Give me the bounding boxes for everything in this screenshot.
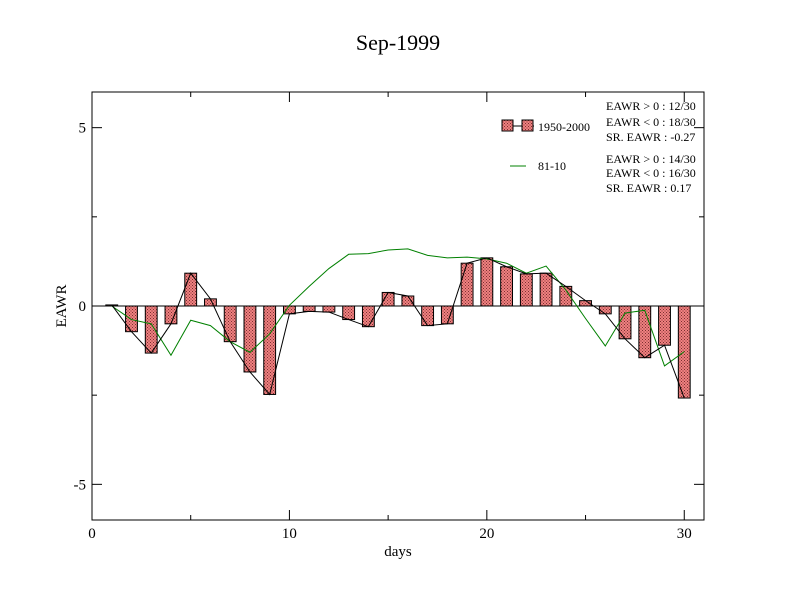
legend-label-1950-2000: 1950-2000 (538, 120, 590, 134)
bar-series-1950-2000 (105, 257, 691, 399)
legend-stat-1950-pos: EAWR > 0 : 12/30 (606, 99, 696, 113)
line-1950-2000 (111, 257, 685, 399)
bar-day-11 (302, 305, 316, 312)
x-axis-label: days (384, 544, 412, 560)
legend-stat-1950-sr: SR. EAWR : -0.27 (606, 130, 695, 144)
bar-day-22 (519, 273, 533, 307)
bar-day-8 (243, 305, 257, 373)
legend-stat-8110-neg: EAWR < 0 : 16/30 (606, 166, 696, 180)
bar-day-29 (658, 305, 671, 346)
legend-stat-1950-neg: EAWR < 0 : 18/30 (606, 115, 696, 129)
chart-title: Sep-1999 (356, 30, 440, 55)
bar-day-21 (500, 266, 514, 307)
bar-day-12 (322, 305, 336, 313)
bar-day-10 (282, 305, 296, 315)
bar-day-20 (480, 257, 494, 307)
bar-day-26 (598, 305, 612, 315)
legend-label-81-10: 81-10 (538, 159, 566, 173)
bar-day-14 (361, 305, 375, 328)
legend-stat-8110-pos: EAWR > 0 : 14/30 (606, 152, 696, 166)
bar-day-19 (460, 262, 474, 307)
bar-day-2 (125, 305, 138, 333)
legend-swatch-1950-2000-left (501, 119, 514, 132)
bar-day-16 (401, 295, 415, 307)
line-series (111, 248, 685, 399)
legend: 1950-2000 EAWR > 0 : 12/30 EAWR < 0 : 18… (501, 99, 696, 195)
bar-day-7 (223, 305, 237, 343)
bar-day-23 (539, 272, 553, 307)
bar-day-17 (421, 305, 435, 327)
line-81-10 (111, 248, 685, 367)
legend-stat-8110-sr: SR. EAWR : 0.17 (606, 181, 691, 195)
bar-day-28 (638, 305, 652, 359)
x-tick-label-20: 20 (479, 526, 494, 542)
y-axis-label: EAWR (54, 285, 70, 328)
bar-day-4 (164, 305, 178, 325)
x-tick-label-0: 0 (88, 526, 96, 542)
x-tick-label-10: 10 (282, 526, 297, 542)
legend-swatch-1950-2000-right (521, 119, 534, 132)
y-tick-label-0: 0 (79, 299, 87, 315)
y-tick-label-5: 5 (79, 121, 87, 137)
y-tick-label-minus-5: -5 (74, 477, 87, 493)
bar-day-9 (263, 305, 277, 395)
x-tick-label-30: 30 (677, 526, 692, 542)
bar-day-18 (440, 305, 454, 325)
